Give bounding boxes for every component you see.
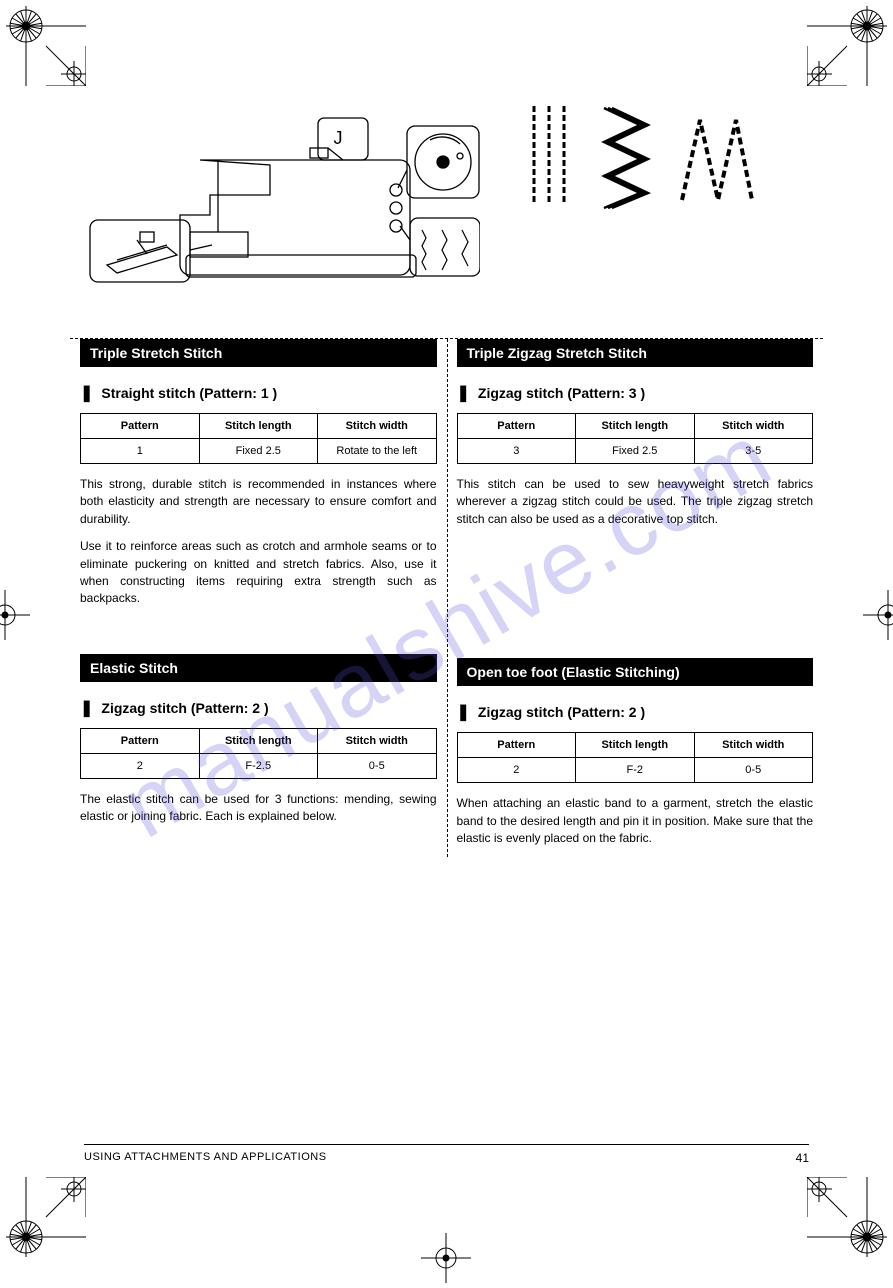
section-triple-stretch: Triple Stretch Stitch bbox=[80, 339, 437, 367]
para-l1b: Use it to reinforce areas such as crotch… bbox=[80, 538, 437, 608]
section-elastic: Elastic Stitch bbox=[80, 654, 437, 682]
td: Rotate to the left bbox=[318, 439, 437, 464]
regmark-mid-right bbox=[863, 590, 893, 640]
td: F-2.5 bbox=[199, 753, 318, 778]
td: 3 bbox=[457, 439, 576, 464]
table-l1: Pattern Stitch length Stitch width 1 Fix… bbox=[80, 413, 437, 464]
th: Stitch width bbox=[694, 733, 813, 758]
machine-illustration: J bbox=[70, 100, 480, 310]
th: Pattern bbox=[81, 728, 200, 753]
td: 0-5 bbox=[318, 753, 437, 778]
sample-triple-zigzag bbox=[598, 100, 656, 210]
td: 2 bbox=[457, 758, 576, 783]
td: 1 bbox=[81, 439, 200, 464]
th: Stitch length bbox=[199, 728, 318, 753]
td: Fixed 2.5 bbox=[576, 439, 695, 464]
para-l1a: This strong, durable stitch is recommend… bbox=[80, 476, 437, 528]
subhead-r1-text: Zigzag stitch (Pattern: 3 ) bbox=[478, 385, 645, 401]
table-l2: Pattern Stitch length Stitch width 2 F-2… bbox=[80, 728, 437, 779]
regmark-mid-left bbox=[0, 590, 30, 640]
stitch-icon: ❚ bbox=[80, 698, 93, 718]
table-r2: Pattern Stitch length Stitch width 2 F-2… bbox=[457, 732, 814, 783]
para-l2a: The elastic stitch can be used for 3 fun… bbox=[80, 791, 437, 826]
th: Stitch width bbox=[318, 414, 437, 439]
regmark-bottom-right bbox=[807, 1177, 887, 1257]
section-triple-zigzag: Triple Zigzag Stretch Stitch bbox=[457, 339, 814, 367]
td: 2 bbox=[81, 753, 200, 778]
footer-title: USING ATTACHMENTS AND APPLICATIONS bbox=[84, 1151, 327, 1165]
column-divider bbox=[447, 339, 448, 857]
left-column: Triple Stretch Stitch ❚ Straight stitch … bbox=[70, 339, 447, 857]
th: Pattern bbox=[457, 733, 576, 758]
page-footer: USING ATTACHMENTS AND APPLICATIONS 41 bbox=[84, 1144, 809, 1165]
regmark-bottom-mid bbox=[421, 1233, 471, 1283]
subhead-l1: ❚ Straight stitch (Pattern: 1 ) bbox=[80, 383, 437, 403]
th: Stitch length bbox=[576, 733, 695, 758]
subhead-r2-text: Zigzag stitch (Pattern: 2 ) bbox=[478, 704, 645, 720]
right-column: Triple Zigzag Stretch Stitch ❚ Zigzag st… bbox=[447, 339, 824, 857]
subhead-r2: ❚ Zigzag stitch (Pattern: 2 ) bbox=[457, 702, 814, 722]
th: Pattern bbox=[457, 414, 576, 439]
sample-triple-straight bbox=[520, 100, 578, 210]
stitch-icon: ❚ bbox=[457, 383, 470, 403]
sample-elastic-zigzag bbox=[676, 100, 754, 210]
regmark-top-right bbox=[807, 6, 887, 86]
subhead-l2: ❚ Zigzag stitch (Pattern: 2 ) bbox=[80, 698, 437, 718]
subhead-l2-text: Zigzag stitch (Pattern: 2 ) bbox=[101, 700, 268, 716]
td: Fixed 2.5 bbox=[199, 439, 318, 464]
stitch-icon: ❚ bbox=[457, 702, 470, 722]
regmark-bottom-left bbox=[6, 1177, 86, 1257]
th: Stitch length bbox=[576, 414, 695, 439]
para-r2a: When attaching an elastic band to a garm… bbox=[457, 795, 814, 847]
para-r1a: This stitch can be used to sew heavyweig… bbox=[457, 476, 814, 528]
regmark-top-left bbox=[6, 6, 86, 86]
stitch-samples bbox=[520, 100, 754, 210]
th: Stitch length bbox=[199, 414, 318, 439]
td: 0-5 bbox=[694, 758, 813, 783]
td: F-2 bbox=[576, 758, 695, 783]
subhead-r1: ❚ Zigzag stitch (Pattern: 3 ) bbox=[457, 383, 814, 403]
th: Pattern bbox=[81, 414, 200, 439]
page-number: 41 bbox=[796, 1151, 809, 1165]
section-open-toe: Open toe foot (Elastic Stitching) bbox=[457, 658, 814, 686]
stitch-icon: ❚ bbox=[80, 383, 93, 403]
table-r1: Pattern Stitch length Stitch width 3 Fix… bbox=[457, 413, 814, 464]
td: 3-5 bbox=[694, 439, 813, 464]
svg-text:J: J bbox=[334, 128, 343, 148]
th: Stitch width bbox=[318, 728, 437, 753]
th: Stitch width bbox=[694, 414, 813, 439]
subhead-l1-text: Straight stitch (Pattern: 1 ) bbox=[101, 385, 277, 401]
